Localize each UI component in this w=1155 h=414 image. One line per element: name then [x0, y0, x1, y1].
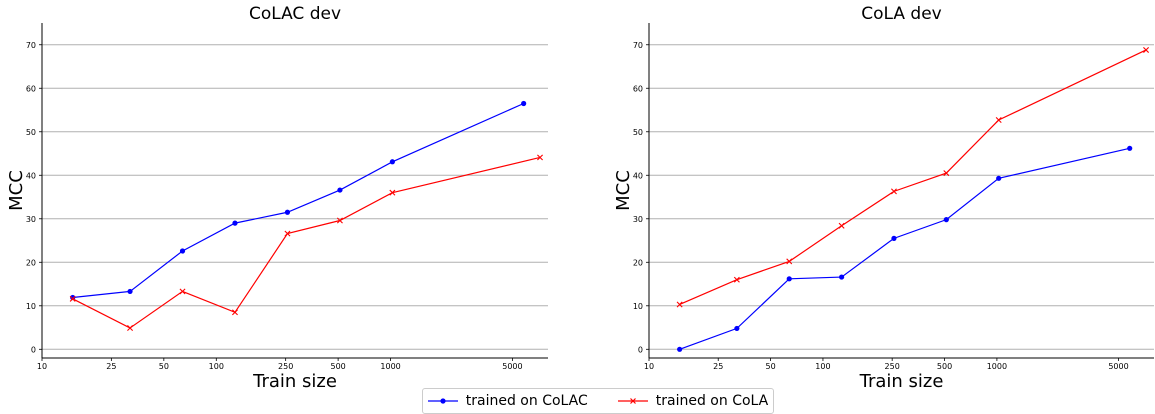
data-point	[232, 220, 238, 226]
x-tick-label: 100	[209, 362, 224, 371]
data-point	[1143, 46, 1150, 53]
data-point	[943, 170, 950, 177]
x-axis-label: Train size	[252, 371, 337, 392]
legend-label: trained on CoLA	[655, 393, 769, 409]
data-point	[734, 325, 740, 332]
legend: trained on CoLAC trained on CoLA	[422, 388, 774, 414]
data-point	[521, 100, 527, 107]
x-tick-label: 500	[330, 362, 345, 371]
x-tick-label: 1000	[987, 362, 1007, 371]
y-tick-label: 10	[26, 302, 36, 311]
data-point	[127, 288, 133, 295]
y-tick-label: 70	[633, 41, 643, 50]
data-point	[537, 154, 544, 161]
y-tick-label: 30	[26, 215, 36, 224]
x-tick-label: 5000	[1108, 362, 1128, 371]
data-point	[733, 276, 740, 283]
data-point	[943, 217, 949, 223]
data-point	[677, 346, 683, 352]
x-tick-label: 1000	[380, 362, 400, 371]
legend-item-cola: trained on CoLA	[617, 393, 769, 409]
data-point	[389, 189, 396, 196]
data-point	[839, 274, 845, 280]
legend-swatch-x	[617, 398, 648, 404]
chart-title: CoLAC dev	[249, 4, 341, 24]
data-point	[996, 175, 1002, 181]
data-point	[1127, 145, 1133, 151]
data-point	[786, 258, 793, 265]
y-tick-label: 70	[26, 41, 36, 50]
x-tick-label: 50	[159, 362, 169, 371]
data-point	[995, 117, 1002, 124]
y-tick-label: 30	[633, 215, 643, 224]
y-tick-label: 50	[26, 128, 36, 137]
x-tick-label: 250	[885, 362, 900, 371]
data-point	[69, 295, 76, 302]
data-point	[231, 309, 238, 316]
y-tick-label: 0	[638, 345, 643, 354]
data-point	[838, 222, 845, 229]
y-tick-label: 40	[633, 171, 643, 180]
x-tick-label: 25	[106, 362, 116, 371]
legend-item-colac: trained on CoLAC	[427, 393, 588, 409]
legend-swatch-circle	[427, 398, 458, 404]
y-tick-label: 10	[633, 302, 643, 311]
y-tick-label: 20	[633, 258, 643, 267]
x-tick-label: 100	[815, 362, 830, 371]
series-line-2	[72, 156, 541, 329]
data-point	[337, 187, 343, 193]
data-point	[389, 159, 395, 165]
x-tick-label: 10	[644, 362, 654, 371]
data-point	[891, 235, 897, 241]
data-point	[179, 248, 186, 254]
data-point	[179, 288, 186, 295]
x-axis-label: Train size	[859, 371, 944, 392]
x-tick-label: 50	[765, 362, 775, 371]
legend-swatch-marker	[629, 398, 636, 404]
series-line-1	[72, 102, 524, 299]
x-tick-label: 500	[937, 362, 952, 371]
data-point	[786, 276, 792, 282]
legend-label: trained on CoLAC	[465, 393, 588, 409]
data-point	[127, 324, 134, 331]
data-point	[336, 217, 343, 224]
y-axis-label: MCC	[6, 170, 27, 211]
x-tick-label: 10	[37, 362, 47, 371]
y-tick-label: 50	[633, 128, 643, 137]
legend-swatch-marker	[440, 398, 446, 404]
y-tick-label: 60	[633, 84, 643, 93]
y-tick-label: 0	[31, 345, 36, 354]
data-point	[284, 209, 291, 215]
series-line-1	[679, 147, 1130, 350]
y-tick-label: 40	[26, 171, 36, 180]
x-tick-label: 25	[713, 362, 723, 371]
x-tick-label: 5000	[502, 362, 522, 371]
y-tick-label: 60	[26, 84, 36, 93]
x-tick-label: 250	[278, 362, 293, 371]
y-tick-label: 20	[26, 258, 36, 267]
series-line-2	[679, 49, 1147, 306]
data-point	[284, 230, 291, 237]
y-axis-label: MCC	[613, 170, 634, 211]
data-point	[676, 301, 683, 308]
data-point	[890, 188, 897, 195]
chart-title: CoLA dev	[861, 4, 941, 24]
